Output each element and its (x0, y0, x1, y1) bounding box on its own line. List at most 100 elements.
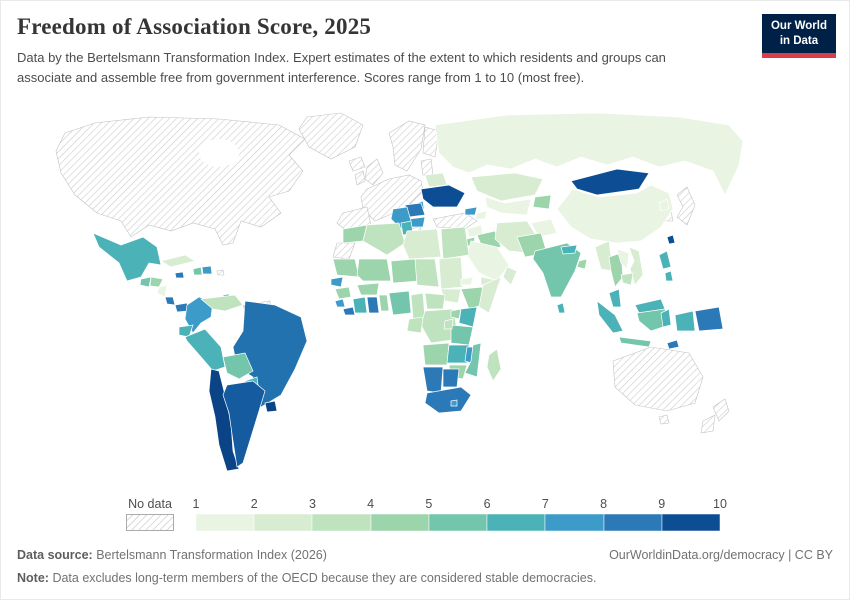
region-australia-no-data[interactable] (612, 346, 704, 412)
region-kenya[interactable] (458, 306, 478, 328)
region-saudi-arabia[interactable] (466, 240, 510, 282)
region-honduras[interactable] (149, 276, 164, 288)
region-congo-gabon[interactable] (406, 316, 424, 334)
region-philippines-south[interactable] (664, 270, 674, 282)
region-puerto-rico-no-data[interactable] (216, 269, 225, 276)
region-guinea[interactable] (334, 286, 352, 300)
region-ghana[interactable] (366, 296, 380, 314)
region-tasmania-no-data[interactable] (658, 414, 670, 425)
legend-bin-9[interactable] (661, 514, 720, 531)
region-ireland-no-data[interactable] (354, 170, 366, 186)
region-uzbekistan-turkmenistan[interactable] (484, 196, 532, 216)
region-bangladesh[interactable] (576, 258, 588, 270)
region-peru[interactable] (184, 328, 226, 372)
legend-bin-5[interactable] (428, 514, 488, 531)
legend-bin-8[interactable] (603, 514, 663, 531)
region-mexico[interactable] (92, 232, 162, 282)
region-laos[interactable] (616, 248, 630, 270)
region-mozambique[interactable] (464, 342, 482, 378)
region-egypt[interactable] (440, 226, 470, 260)
region-bolivia[interactable] (222, 352, 254, 380)
region-philippines[interactable] (658, 250, 672, 270)
region-haiti[interactable] (192, 266, 203, 276)
region-namibia[interactable] (422, 366, 444, 394)
region-iceland-no-data[interactable] (348, 156, 366, 172)
region-sri-lanka[interactable] (556, 302, 566, 314)
region-new-zealand-north-no-data[interactable] (712, 398, 730, 422)
region-papua-new-guinea[interactable] (694, 306, 724, 332)
region-mongolia[interactable] (570, 168, 650, 196)
region-lesotho[interactable] (450, 399, 458, 407)
region-costa-rica[interactable] (164, 296, 176, 306)
region-finland-no-data[interactable] (422, 126, 440, 158)
region-guatemala[interactable] (139, 276, 152, 288)
region-western-europe-no-data[interactable] (360, 174, 424, 222)
region-cameroon[interactable] (410, 292, 426, 320)
region-new-zealand-south-no-data[interactable] (700, 414, 716, 434)
legend-bin-6[interactable] (486, 514, 546, 531)
region-madagascar[interactable] (486, 348, 502, 382)
region-cuba[interactable] (160, 254, 196, 268)
region-north-korea[interactable] (658, 198, 670, 212)
region-oman[interactable] (502, 266, 518, 286)
region-timor-leste[interactable] (666, 339, 680, 350)
region-mauritania[interactable] (332, 258, 360, 278)
region-kazakhstan[interactable] (470, 172, 544, 202)
region-algeria[interactable] (362, 222, 406, 256)
region-mali[interactable] (356, 258, 392, 282)
region-georgia[interactable] (464, 206, 478, 216)
region-niger[interactable] (390, 258, 420, 284)
region-japan-no-data[interactable] (676, 186, 696, 226)
region-greenland-no-data[interactable] (298, 112, 364, 160)
region-united-states-canada-no-data[interactable] (55, 116, 306, 246)
region-indonesia-sumatra[interactable] (596, 300, 624, 334)
region-venezuela[interactable] (200, 294, 244, 312)
region-colombia[interactable] (184, 296, 214, 334)
region-baltics-no-data[interactable] (420, 158, 434, 176)
region-togo-benin[interactable] (378, 294, 390, 312)
region-indonesia-java[interactable] (618, 336, 652, 348)
region-somalia[interactable] (478, 276, 502, 314)
region-scandinavia-no-data[interactable] (388, 120, 426, 172)
region-ivory-coast[interactable] (352, 296, 368, 314)
owid-logo[interactable]: Our World in Data (761, 14, 836, 58)
region-taiwan[interactable] (666, 234, 676, 245)
region-ukraine[interactable] (420, 184, 466, 208)
region-russia[interactable] (434, 112, 744, 196)
region-sierra-leone[interactable] (334, 298, 346, 308)
region-uganda[interactable] (450, 308, 462, 320)
region-eritrea[interactable] (460, 276, 474, 286)
region-botswana[interactable] (442, 368, 460, 388)
region-belarus[interactable] (424, 172, 448, 188)
region-jamaica[interactable] (174, 271, 185, 279)
legend-bin-1[interactable] (196, 514, 255, 531)
region-south-africa[interactable] (424, 386, 472, 414)
region-libya[interactable] (402, 228, 442, 260)
region-indonesia-sulawesi[interactable] (660, 308, 672, 328)
region-angola[interactable] (422, 342, 450, 366)
legend-bin-4[interactable] (370, 514, 430, 531)
region-dominican-republic[interactable] (201, 265, 213, 275)
region-argentina[interactable] (222, 380, 266, 468)
region-united-kingdom-no-data[interactable] (364, 158, 384, 186)
owid-license-link[interactable]: OurWorldinData.org/democracy | CC BY (609, 548, 833, 562)
region-chad[interactable] (414, 258, 440, 288)
region-nigeria[interactable] (388, 290, 412, 316)
legend-bin-7[interactable] (544, 514, 605, 531)
region-western-sahara-no-data[interactable] (332, 242, 356, 260)
region-liberia[interactable] (342, 306, 356, 316)
region-turkey-no-data[interactable] (432, 212, 478, 230)
no-data-swatch[interactable] (126, 514, 174, 531)
region-kyrgyzstan-tajikistan[interactable] (532, 194, 552, 210)
region-brazil[interactable] (232, 300, 308, 408)
region-rwanda-burundi[interactable] (443, 318, 454, 330)
region-burkina-faso[interactable] (356, 282, 380, 296)
region-chile[interactable] (208, 368, 240, 472)
region-zambia[interactable] (446, 344, 470, 364)
legend-bin-2[interactable] (253, 514, 313, 531)
region-cambodia[interactable] (620, 272, 634, 286)
region-tanzania[interactable] (450, 324, 474, 346)
region-indonesia-papua[interactable] (674, 310, 696, 332)
region-afghanistan[interactable] (530, 218, 558, 238)
region-uruguay[interactable] (264, 400, 278, 413)
